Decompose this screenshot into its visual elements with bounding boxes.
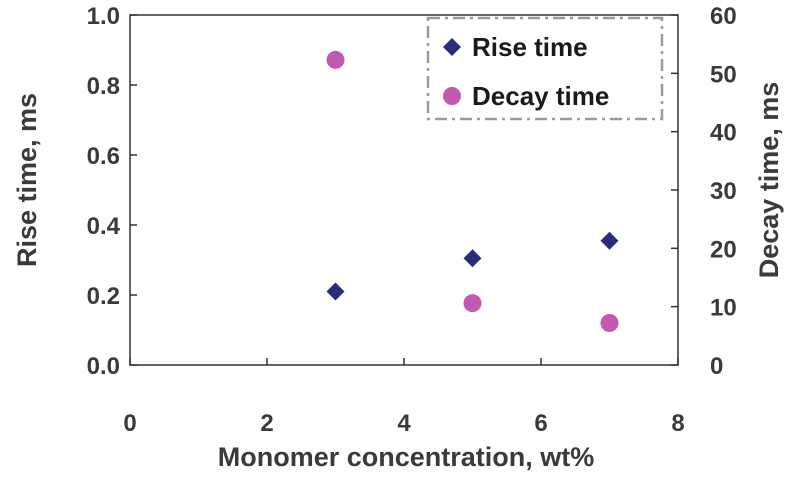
x-tick-label: 2	[260, 410, 273, 437]
decay-time-point	[463, 294, 482, 313]
x-tick-label: 6	[534, 410, 547, 437]
legend-marker	[443, 38, 461, 56]
y2-tick-label: 20	[710, 236, 737, 263]
x-axis-label: Monomer concentration, wt%	[218, 442, 595, 472]
decay-time-point	[600, 314, 619, 332]
y2-tick-label: 30	[710, 178, 737, 205]
x-tick-label: 4	[397, 410, 411, 437]
y2-tick-label: 50	[710, 61, 737, 88]
x-axis-ticks: 0 2 4 6 8	[123, 358, 685, 437]
rise-time-point	[326, 282, 345, 301]
rise-time-point	[600, 231, 619, 250]
y-tick-label: 0.0	[87, 353, 120, 380]
y2-tick-label: 60	[710, 3, 737, 30]
y-tick-label: 0.6	[87, 143, 120, 170]
left-axis-label: Rise time, ms	[12, 93, 42, 267]
legend-marker	[443, 87, 461, 105]
legend-label: Rise time	[472, 32, 588, 62]
y2-tick-label: 0	[710, 353, 723, 380]
x-tick-label: 0	[123, 410, 136, 437]
legend-box	[426, 16, 664, 121]
x-tick-label: 8	[671, 410, 684, 437]
y-tick-label: 1.0	[87, 3, 120, 30]
y2-tick-label: 40	[710, 120, 737, 147]
right-axis-label: Decay time, ms	[754, 82, 784, 279]
data-points	[326, 50, 619, 332]
decay-time-point	[326, 50, 345, 69]
y-tick-label: 0.8	[87, 73, 120, 100]
right-axis-ticks: 0 10 20 30 40 50 60	[671, 3, 737, 380]
rise-time-point	[463, 249, 482, 268]
legend: Rise time Decay time	[426, 16, 664, 121]
legend-label: Decay time	[472, 81, 609, 111]
y-tick-label: 0.4	[87, 213, 121, 240]
y-tick-label: 0.2	[87, 283, 120, 310]
y2-tick-label: 10	[710, 295, 737, 322]
left-axis-ticks: 0.0 0.2 0.4 0.6 0.8 1.0	[87, 3, 137, 380]
